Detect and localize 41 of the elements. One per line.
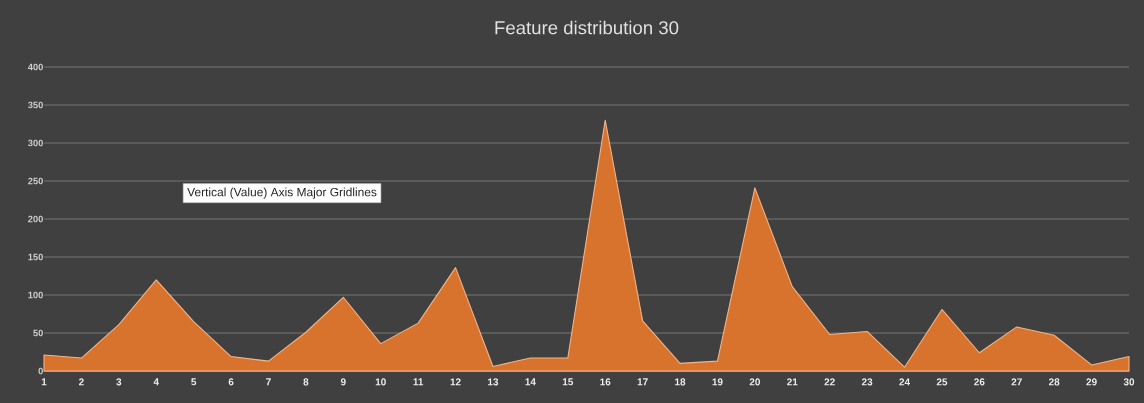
- x-tick-label: 20: [749, 378, 760, 386]
- x-tick-label: 1: [41, 378, 47, 386]
- y-tick-label: 50: [33, 329, 43, 337]
- y-tick-label: 300: [28, 139, 43, 147]
- y-tick-label: 150: [28, 253, 43, 261]
- x-tick-label: 6: [228, 378, 234, 386]
- chart-title: Feature distribution 30: [495, 20, 679, 35]
- x-tick-label: 23: [861, 378, 873, 386]
- y-tick-label: 350: [28, 101, 43, 109]
- x-tick-label: 29: [1086, 378, 1097, 386]
- x-tick-label: 9: [340, 378, 346, 386]
- x-tick-label: 21: [787, 378, 798, 386]
- x-tick-label: 25: [936, 378, 948, 386]
- x-tick-label: 22: [824, 378, 835, 386]
- x-tick-label: 2: [79, 378, 84, 386]
- x-tick-label: 13: [488, 378, 499, 386]
- x-tick-label: 26: [974, 378, 985, 386]
- y-tick-label: 0: [38, 367, 43, 375]
- x-tick-label: 16: [600, 378, 611, 386]
- y-tick-label: 250: [28, 177, 43, 185]
- annotation: Vertical (Value) Axis Major Gridlines: [187, 187, 377, 199]
- x-tick-label: 7: [266, 378, 271, 386]
- x-tick-label: 5: [191, 378, 197, 386]
- x-tick-label: 11: [413, 378, 424, 386]
- x-tick-label: 3: [116, 378, 122, 386]
- x-tick-label: 4: [153, 378, 159, 386]
- x-tick-label: 27: [1011, 378, 1022, 386]
- x-tick-label: 24: [899, 378, 910, 386]
- y-tick-label: 100: [28, 291, 43, 299]
- x-tick-label: 10: [375, 378, 386, 386]
- x-tick-label: 18: [675, 378, 686, 386]
- x-tick-label: 17: [637, 378, 648, 386]
- x-tick-label: 28: [1048, 378, 1060, 386]
- y-tick-label: 200: [28, 215, 43, 223]
- x-tick-label: 12: [450, 378, 461, 386]
- y-tick-label: 400: [27, 63, 43, 71]
- x-tick-label: 30: [1123, 378, 1135, 386]
- x-tick-label: 19: [712, 378, 723, 386]
- x-tick-label: 14: [525, 378, 536, 386]
- x-tick-label: 15: [562, 378, 574, 386]
- x-tick-label: 8: [303, 378, 309, 386]
